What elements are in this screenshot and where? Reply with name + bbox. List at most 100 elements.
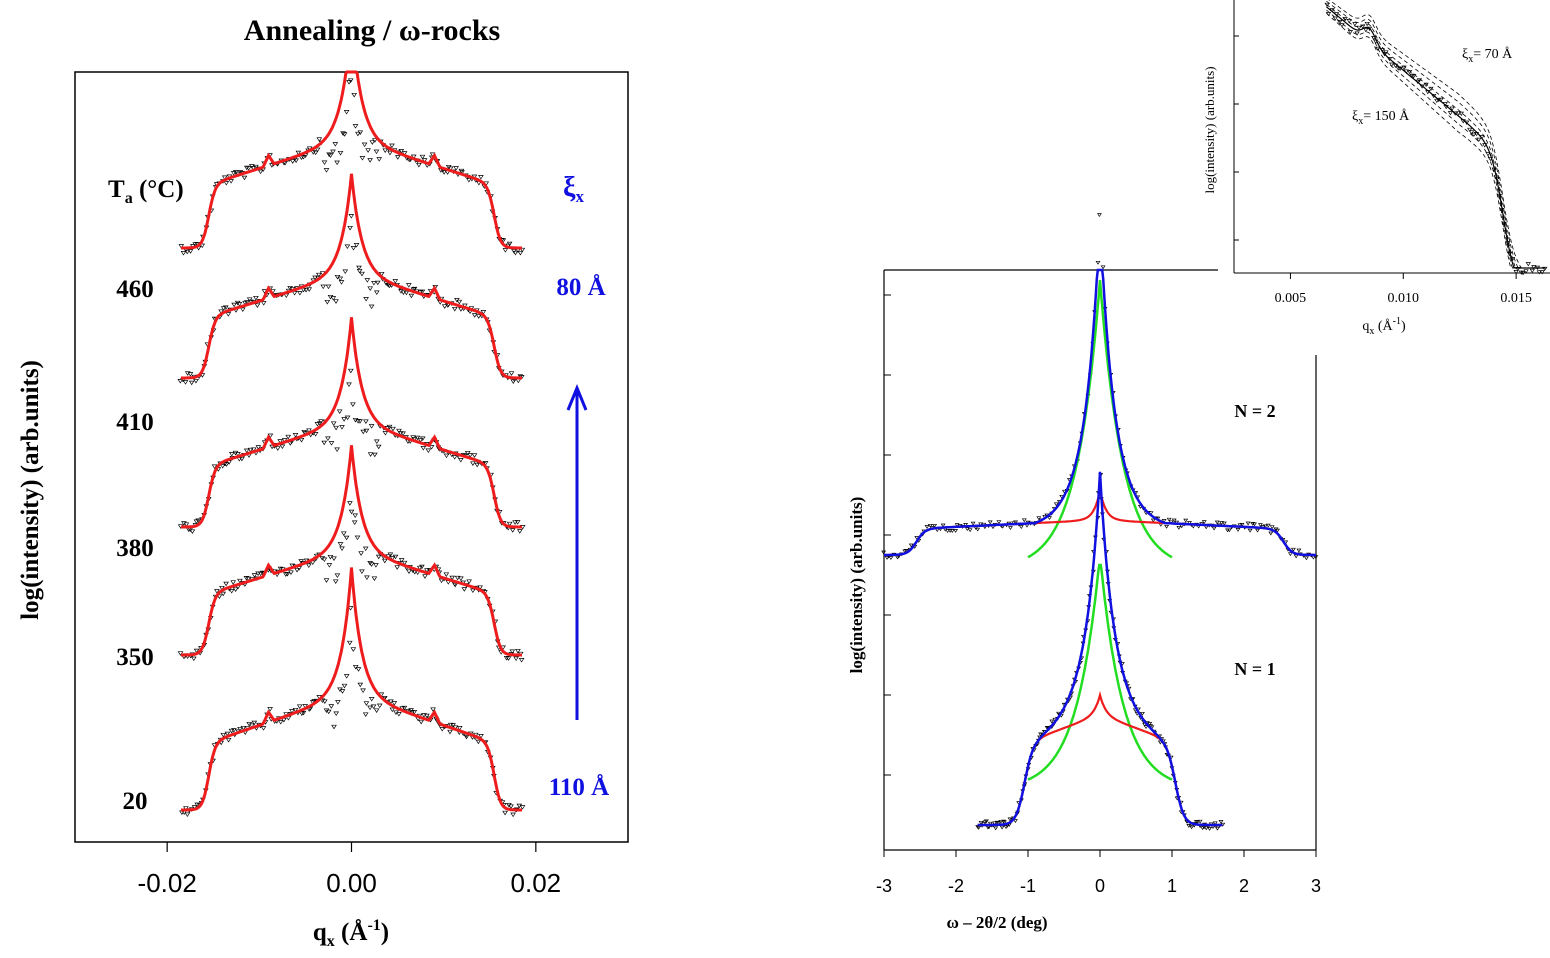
left-series-380: [177, 317, 526, 534]
inset-x-ticks: [1289, 273, 1517, 279]
data-point: [391, 701, 398, 706]
data-point: [1218, 820, 1224, 824]
data-point: [401, 151, 408, 156]
data-point: [1287, 552, 1293, 557]
inset-xlabel-unit-sup: -1: [1393, 316, 1401, 327]
data-point: [452, 582, 459, 588]
data-point: [303, 287, 309, 293]
data-point: [232, 587, 239, 592]
data-point: [188, 380, 195, 386]
inset-data-point: [1356, 25, 1362, 31]
left-xlabel-sub: x: [327, 933, 335, 950]
inset-model-curve: [1328, 0, 1546, 269]
data-point: [1049, 719, 1055, 724]
data-point: [182, 380, 189, 385]
inset-data-point: [1515, 267, 1521, 272]
data-point: [364, 575, 370, 581]
data-point: [371, 281, 377, 286]
data-point: [346, 80, 352, 85]
inset-annotation-150: ξx= 150 Å: [1352, 108, 1410, 127]
data-point: [367, 158, 373, 163]
left-x-tick-label: -0.02: [138, 868, 197, 898]
data-point: [1235, 528, 1241, 532]
inset-annotation-70-main: ξ: [1462, 47, 1468, 62]
data-point: [405, 283, 412, 288]
data-point: [222, 305, 229, 311]
data-point: [424, 713, 430, 719]
xi-bottom-value: 110 Å: [549, 773, 609, 801]
inset-annotation-70-sub: x: [1468, 54, 1473, 65]
label-n2: N = 2: [1234, 401, 1275, 421]
data-point: [232, 170, 239, 175]
data-point: [398, 289, 404, 294]
data-point: [348, 509, 355, 515]
data-point: [339, 546, 345, 552]
data-point: [239, 307, 246, 313]
data-point: [1047, 516, 1052, 521]
data-point: [253, 295, 259, 301]
data-point: [360, 429, 367, 435]
data-point: [356, 265, 362, 271]
data-point: [363, 428, 370, 434]
data-point: [450, 723, 456, 728]
data-point: [1290, 547, 1296, 552]
data-point: [187, 372, 194, 377]
data-point: [478, 734, 484, 739]
data-point: [244, 300, 250, 305]
data-point: [370, 704, 377, 710]
left-series-460: [178, 70, 526, 256]
diffuse-curve: [977, 690, 1223, 827]
right-series-n2: [881, 213, 1319, 561]
inset-x-axis-label: qx (Å-1): [1362, 316, 1406, 337]
data-point: [320, 284, 327, 290]
data-point: [373, 708, 380, 713]
inset-data-point: [1435, 97, 1442, 103]
fit-curve: [181, 173, 522, 380]
data-point: [193, 648, 200, 654]
data-point: [421, 158, 428, 163]
data-point: [223, 181, 230, 186]
data-point: [331, 556, 337, 561]
inset-data-point: [1401, 65, 1407, 70]
data-point: [180, 251, 187, 256]
inset-annotation-150-rest: = 150 Å: [1363, 108, 1410, 124]
data-point: [417, 437, 424, 443]
data-point: [518, 658, 525, 663]
data-point: [1036, 516, 1042, 521]
data-point: [274, 446, 281, 451]
right-x-tick-label: -1: [1020, 876, 1036, 896]
inset-y-ticks: [1234, 35, 1239, 241]
data-point: [228, 179, 234, 184]
inset-data-point: [1332, 16, 1338, 21]
data-point: [515, 378, 522, 384]
data-point: [509, 528, 516, 533]
left-chart: Annealing / ω-rocks -0.02 0.00 0.02 log(in…: [17, 14, 629, 950]
inset-data-point: [1379, 48, 1385, 53]
inset-data-point: [1471, 132, 1477, 137]
data-point: [337, 150, 344, 156]
data-point: [325, 436, 331, 442]
data-point: [330, 149, 336, 155]
data-point: [998, 819, 1004, 824]
xi-header: ξx: [563, 172, 584, 206]
left-x-tick-labels: -0.02 0.00 0.02: [138, 868, 562, 898]
data-point: [994, 820, 1000, 825]
data-point: [246, 297, 253, 302]
inset-data-point: [1506, 252, 1513, 257]
data-point: [924, 525, 930, 529]
data-point: [373, 149, 380, 155]
data-point: [363, 419, 369, 424]
data-point: [220, 591, 227, 597]
fit-curve: [181, 567, 522, 812]
data-point: [463, 734, 470, 740]
data-point: [416, 162, 422, 168]
data-point: [1211, 526, 1217, 531]
data-point: [287, 285, 293, 291]
data-point: [398, 149, 405, 154]
data-point: [967, 528, 973, 533]
data-point: [359, 569, 365, 575]
data-point: [992, 821, 997, 826]
data-point: [385, 282, 391, 288]
data-point: [199, 373, 206, 378]
data-point: [343, 110, 350, 115]
